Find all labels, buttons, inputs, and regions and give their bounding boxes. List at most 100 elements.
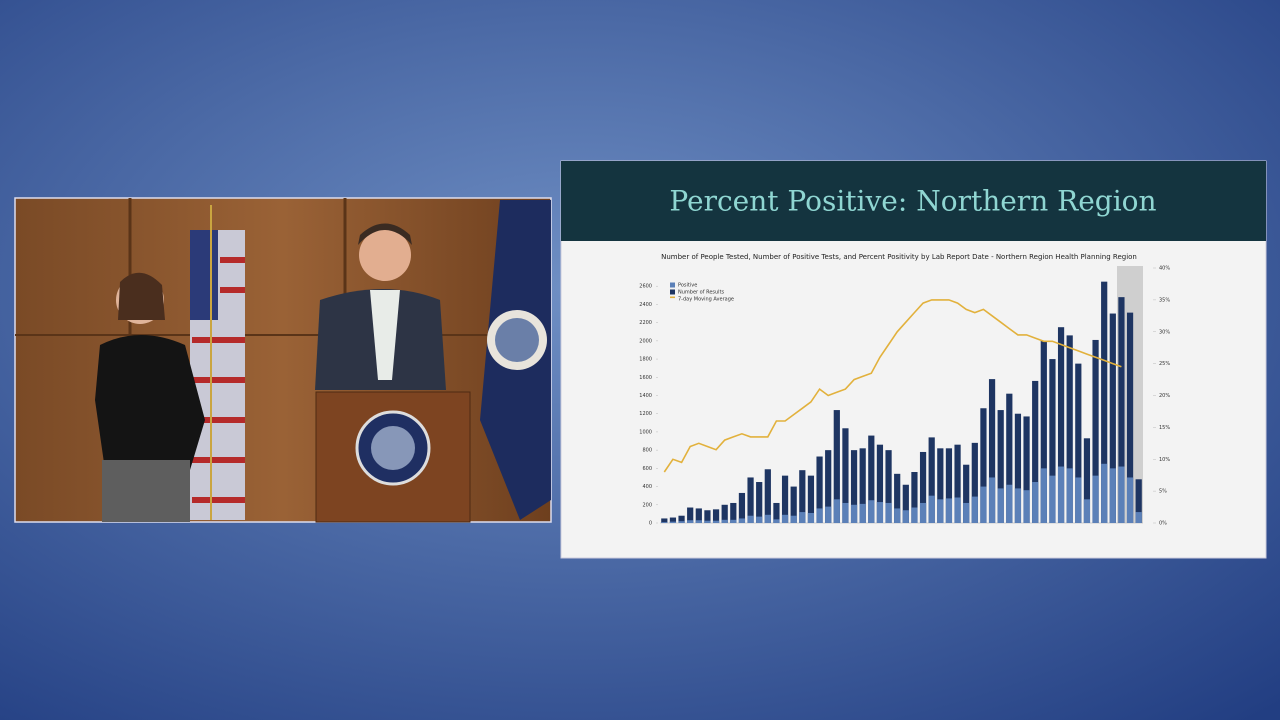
y-tick-label: 400 (642, 484, 652, 490)
bar (1126, 312, 1134, 523)
y2-tick-label: 35% (1159, 297, 1170, 303)
bar (712, 520, 720, 523)
bar (712, 509, 720, 523)
bar (1049, 475, 1056, 523)
bar (988, 477, 996, 523)
bar (825, 450, 832, 523)
bar (902, 510, 909, 523)
bar (1092, 339, 1099, 523)
bar (876, 444, 884, 523)
video-feed (14, 197, 552, 523)
bar (704, 520, 711, 523)
bar (807, 475, 815, 523)
y2-tick-label: 25% (1159, 361, 1170, 367)
bar (1057, 466, 1065, 523)
bar (730, 519, 737, 523)
y-tick-label: 2400 (639, 302, 652, 308)
line (663, 299, 1122, 473)
y-tick-label: 1600 (639, 375, 652, 381)
bar (781, 514, 789, 523)
bar (1023, 416, 1030, 523)
y-tick-label: 1800 (639, 357, 652, 363)
bar (928, 495, 935, 523)
bar (1118, 466, 1125, 523)
bar (1109, 468, 1116, 523)
bar (894, 508, 901, 523)
bar (868, 500, 875, 523)
y-tick-label: 800 (642, 448, 652, 454)
bar (859, 448, 866, 523)
bar (790, 486, 797, 523)
legend-swatch (670, 282, 675, 288)
bar (911, 472, 918, 523)
bar (937, 499, 944, 523)
legend-label: Number of Results (678, 290, 725, 296)
bar (1032, 380, 1039, 523)
bar (764, 514, 771, 523)
bar (971, 442, 978, 523)
bar (687, 520, 694, 523)
bar (1032, 482, 1039, 523)
y-tick-label: 600 (642, 466, 652, 472)
bar (1066, 468, 1073, 523)
bar (1057, 327, 1065, 523)
y2-tick-label: 20% (1159, 393, 1170, 399)
y2-tick-label: 30% (1159, 329, 1170, 335)
bar (790, 515, 797, 523)
y2-tick-label: 5% (1159, 489, 1167, 495)
bar (756, 482, 763, 523)
bar (1066, 335, 1073, 523)
bar (1101, 463, 1108, 523)
bar (781, 475, 789, 523)
bar (695, 508, 702, 523)
bar (1135, 512, 1142, 523)
bar (1014, 413, 1022, 523)
bar (1075, 363, 1082, 523)
y2-tick-label: 10% (1159, 457, 1170, 463)
bar (799, 512, 806, 523)
bar (902, 484, 909, 523)
bar (945, 448, 953, 523)
legend-label: Positive (678, 283, 697, 289)
bar (1023, 490, 1030, 523)
legend-swatch (670, 289, 675, 295)
bar (894, 473, 901, 523)
y2-tick-label: 40% (1159, 266, 1170, 272)
bar (945, 498, 953, 523)
bar (963, 502, 970, 523)
bar (669, 521, 677, 523)
bar (1092, 475, 1099, 523)
bar (730, 502, 737, 523)
bar (859, 503, 866, 523)
bar (816, 508, 823, 523)
bar (721, 519, 728, 523)
slide-title: Percent Positive: Northern Region (669, 185, 1156, 218)
bar (971, 496, 978, 523)
bar (1006, 393, 1013, 523)
bar (833, 499, 840, 523)
bar (1126, 477, 1134, 523)
slide-header (561, 161, 1266, 241)
legend-swatch (670, 296, 675, 299)
bar (773, 502, 780, 523)
bar (919, 502, 927, 523)
bar (833, 410, 840, 523)
bar (868, 435, 875, 523)
bar (678, 515, 685, 523)
bar (678, 521, 685, 523)
bar (1109, 313, 1116, 523)
bar (721, 504, 728, 523)
bar (816, 456, 823, 523)
bar (988, 379, 996, 523)
bar (1135, 479, 1142, 523)
bar (997, 410, 1004, 523)
bar (1006, 484, 1013, 523)
bar (747, 477, 754, 523)
bar (842, 502, 849, 523)
bar (764, 469, 771, 523)
y-tick-label: 2600 (639, 284, 652, 290)
y-tick-label: 1000 (639, 429, 652, 435)
bar (1083, 438, 1091, 523)
bar (937, 448, 944, 523)
